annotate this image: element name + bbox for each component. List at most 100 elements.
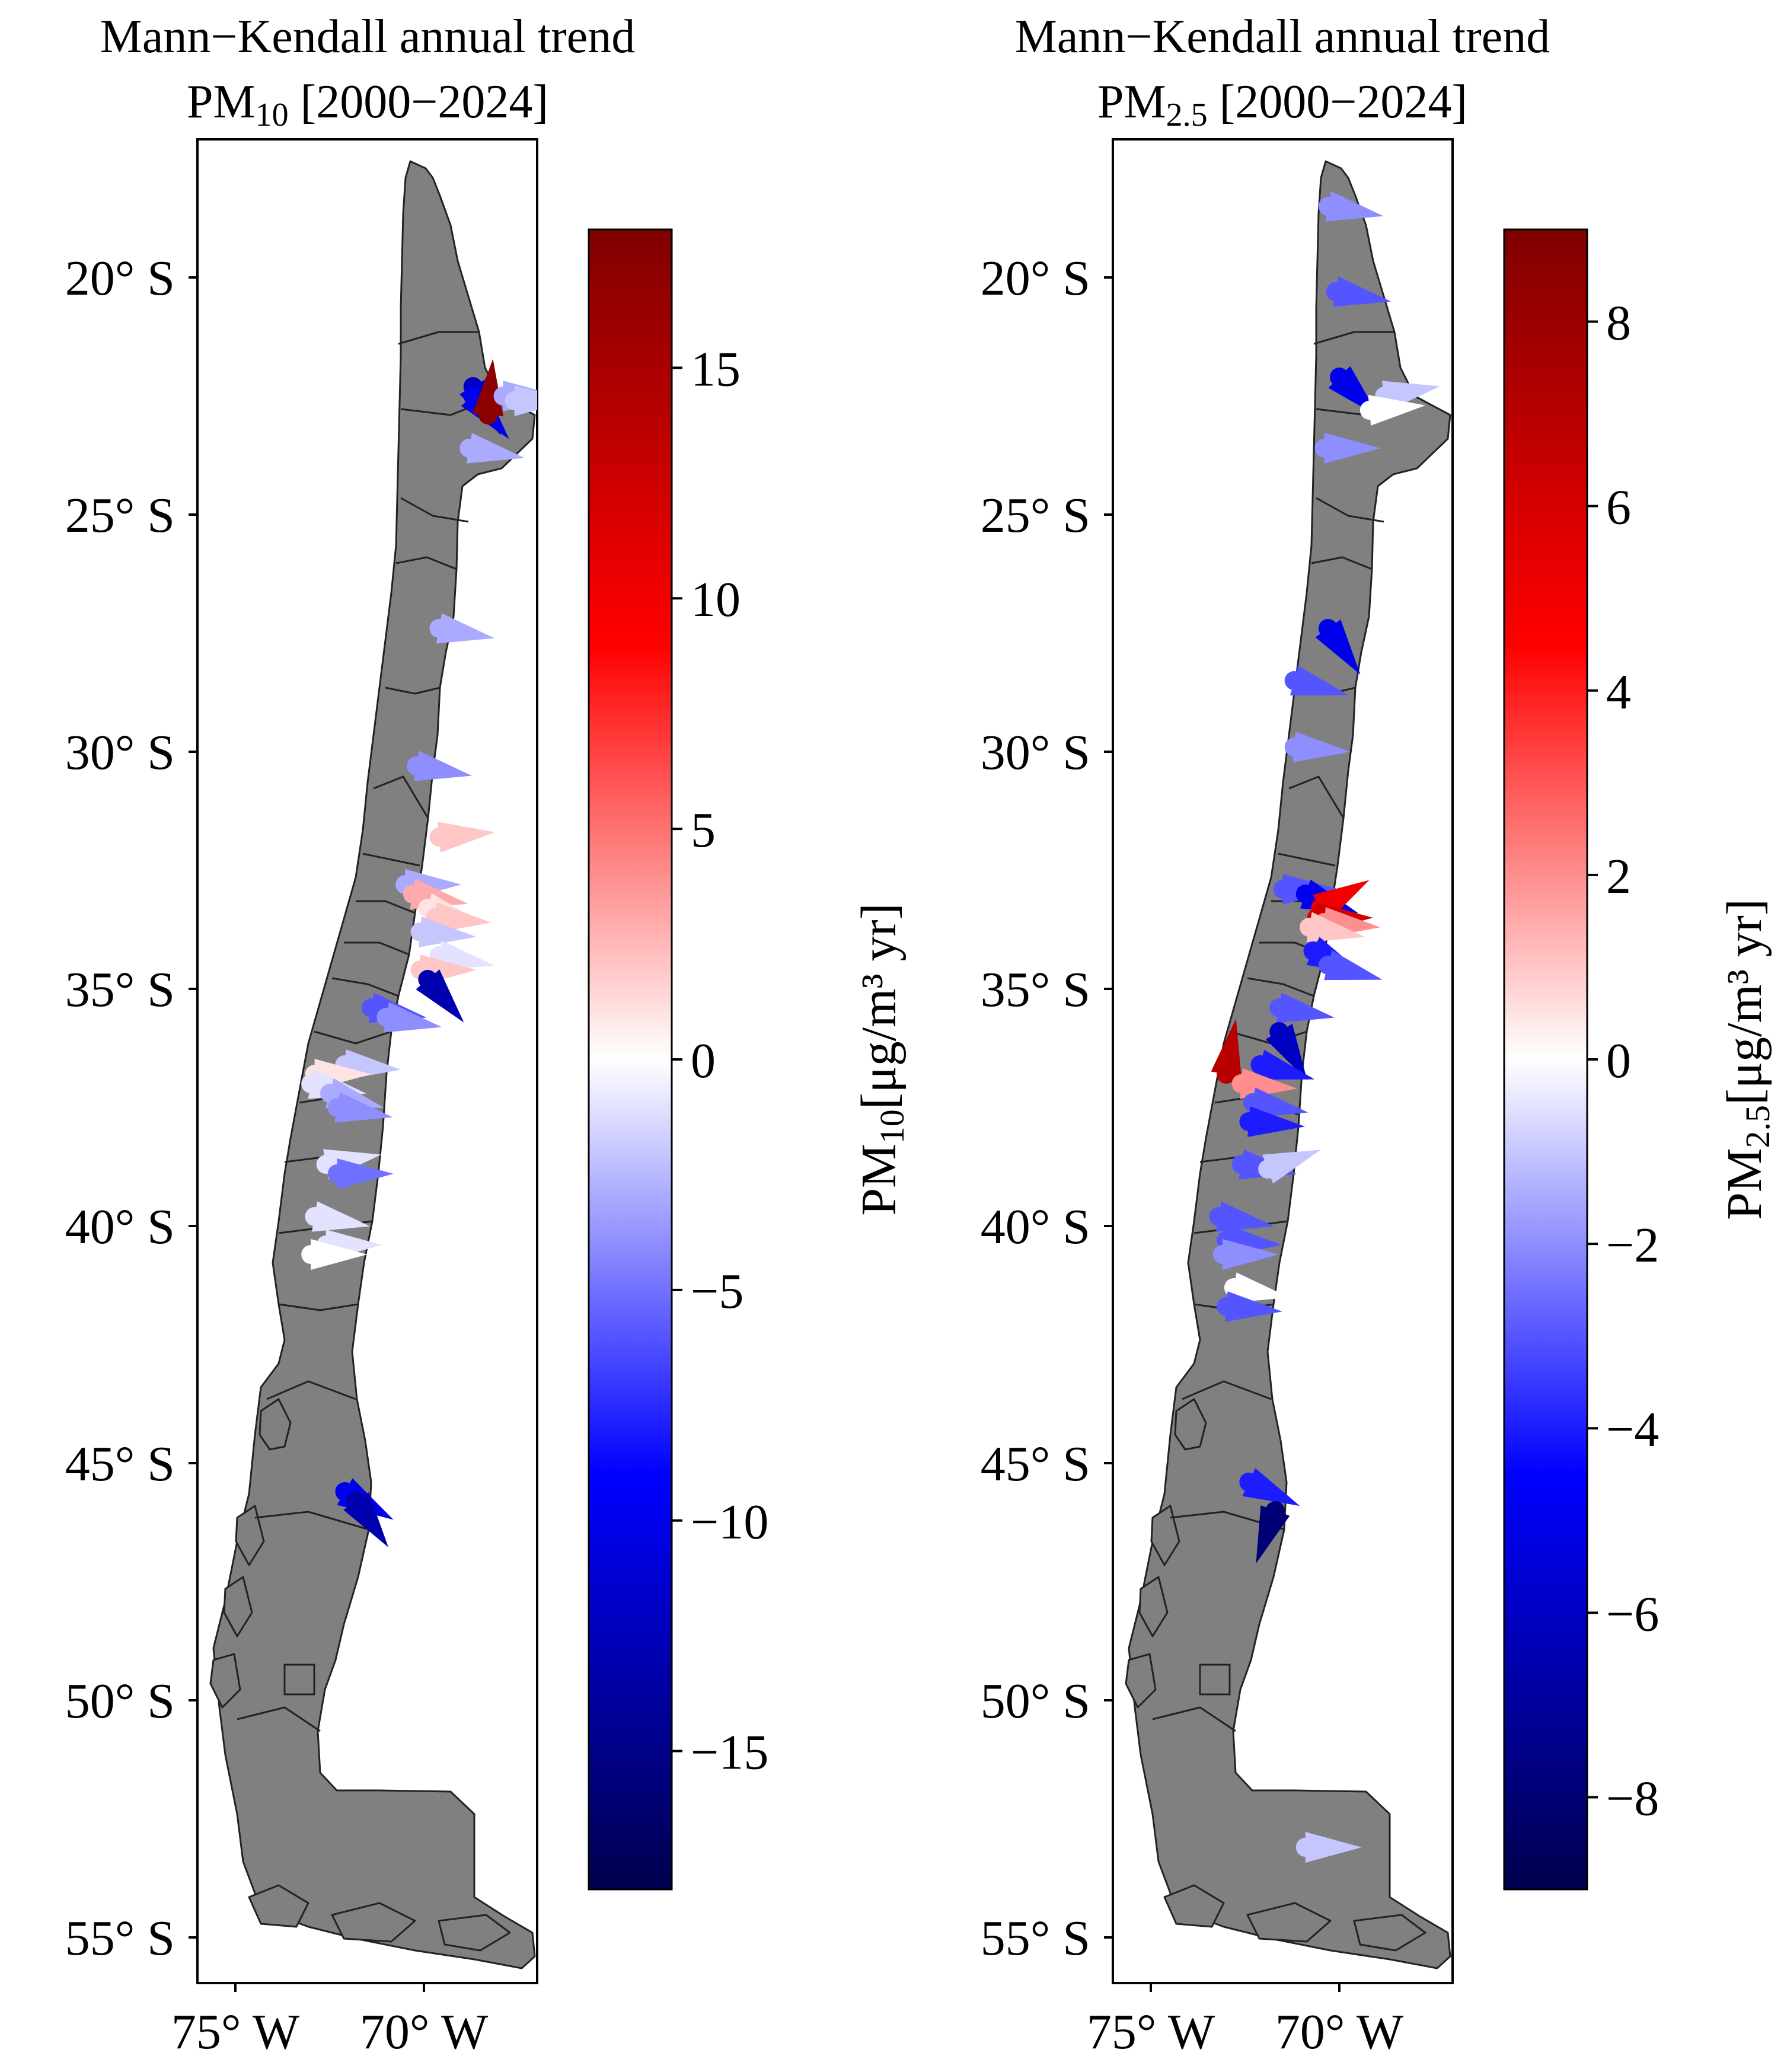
cbar-label-sub: 2.5 (1738, 1105, 1777, 1148)
station-dot (376, 1008, 396, 1027)
colorbar-tick-label: −2 (1606, 1218, 1659, 1273)
station-dot (361, 998, 381, 1017)
lon-axis: 75° W 70° W (171, 1983, 489, 2060)
station-dot (1330, 368, 1349, 387)
island (223, 1576, 253, 1637)
station-dot (429, 619, 449, 638)
lat-tick-label: 45° S (981, 1436, 1090, 1492)
colorbar-tick-label: −10 (691, 1495, 768, 1550)
lat-tick-label: 30° S (65, 725, 175, 780)
panel-title-line2: PM10 [2000−2024] (187, 76, 548, 133)
lon-tick: 75° W (171, 1983, 300, 2060)
colorbar-tick-label: 2 (1606, 849, 1631, 904)
colorbar-tick-label: 15 (691, 341, 741, 397)
colorbar-tick-label: −5 (691, 1264, 743, 1319)
station-dot (1318, 197, 1338, 216)
trend-arrow (419, 917, 477, 947)
trend-arrow (438, 822, 496, 853)
station-dot (1250, 1055, 1270, 1074)
lat-tick: 50° S (65, 1674, 197, 1729)
station-dot (1265, 1501, 1285, 1520)
station-dot (1295, 885, 1315, 903)
station-dot (1231, 1074, 1251, 1093)
cbar-label-base: PM (1717, 1148, 1772, 1219)
station-dot (1284, 738, 1304, 756)
panel-title-line1: Mann−Kendall annual trend (100, 11, 636, 63)
lon-tick-label: 75° W (171, 2004, 300, 2060)
island (1174, 1398, 1207, 1451)
region-border (1316, 497, 1384, 523)
title-pm-sub: 10 (256, 97, 289, 133)
lat-tick: 40° S (65, 1199, 197, 1254)
island (1125, 1653, 1157, 1709)
station-dot (1217, 1297, 1236, 1316)
trend-arrow (1324, 950, 1383, 981)
panel-pm25: Mann−Kendall annual trend PM2.5 [2000−20… (981, 11, 1777, 2060)
lon-tick: 70° W (1275, 1983, 1404, 2060)
island (258, 1398, 292, 1451)
trend-arrow (1222, 1239, 1279, 1270)
colorbar-tick-label: 0 (691, 1033, 716, 1088)
title-range: [2000−2024] (289, 76, 548, 128)
title-range: [2000−2024] (1208, 76, 1467, 128)
trend-arrow (1250, 1087, 1309, 1118)
ice-field-square (283, 1664, 315, 1696)
region-border (1311, 556, 1373, 570)
trend-arrow (337, 1158, 394, 1189)
island (1150, 1505, 1180, 1566)
lat-tick: 25° S (981, 488, 1113, 543)
lon-tick-label: 70° W (1275, 2004, 1404, 2060)
lat-tick-label: 35° S (65, 962, 175, 1017)
trend-arrow (1325, 191, 1384, 222)
station-dot (1295, 1838, 1315, 1857)
region-border (1247, 977, 1314, 997)
region-border (344, 941, 410, 956)
trend-arrow (311, 1239, 368, 1270)
region-border (278, 1303, 359, 1311)
panel-pm10: Mann−Kendall annual trend PM10 [2000−202… (65, 11, 911, 2060)
colorbar-tick-label: −4 (1606, 1402, 1659, 1457)
region-border (373, 775, 429, 819)
island (1246, 1902, 1332, 1943)
station-dot (346, 1492, 366, 1511)
station-dot (1359, 401, 1379, 420)
lat-tick: 20° S (981, 251, 1113, 306)
lat-tick: 35° S (65, 962, 197, 1017)
station-dot (410, 922, 430, 941)
lat-tick-label: 35° S (981, 962, 1090, 1017)
region-border (1152, 1706, 1236, 1732)
lat-tick-label: 55° S (981, 1911, 1090, 1966)
station-dot (1326, 282, 1345, 301)
lat-tick: 45° S (65, 1436, 197, 1492)
trend-arrow (1256, 1505, 1290, 1564)
colorbar-tick-label: −15 (691, 1725, 768, 1780)
station-dot (1217, 1065, 1236, 1084)
colorbar-tick-label: 4 (1606, 665, 1631, 720)
trend-arrow (1333, 276, 1392, 307)
lon-axis: 75° W 70° W (1087, 1983, 1404, 2060)
colorbar-gradient (1503, 228, 1588, 1891)
station-markers (301, 359, 537, 1547)
station-dot (1239, 1473, 1259, 1492)
station-dot (1284, 671, 1304, 690)
lat-tick: 55° S (65, 1911, 197, 1966)
trend-arrow (1256, 1049, 1315, 1080)
lat-tick: 35° S (981, 962, 1113, 1017)
island (331, 1902, 416, 1943)
station-dot (418, 970, 438, 989)
trend-arrow (473, 359, 504, 417)
cbar-label-unit: [μg/m³ yr] (1717, 899, 1772, 1105)
lat-tick-label: 25° S (981, 488, 1090, 543)
cbar-label-unit: [μg/m³ yr] (851, 903, 907, 1109)
station-dot (459, 439, 479, 458)
station-dot (1269, 998, 1289, 1017)
trend-arrow (436, 613, 494, 644)
region-border (395, 556, 457, 570)
station-dot (301, 1245, 321, 1264)
trend-arrow (1240, 1068, 1298, 1099)
panel-title-line1: Mann−Kendall annual trend (1015, 11, 1550, 63)
colorbar-gradient (588, 228, 673, 1891)
trend-arrow (1306, 912, 1365, 943)
trend-arrow (1290, 665, 1349, 696)
